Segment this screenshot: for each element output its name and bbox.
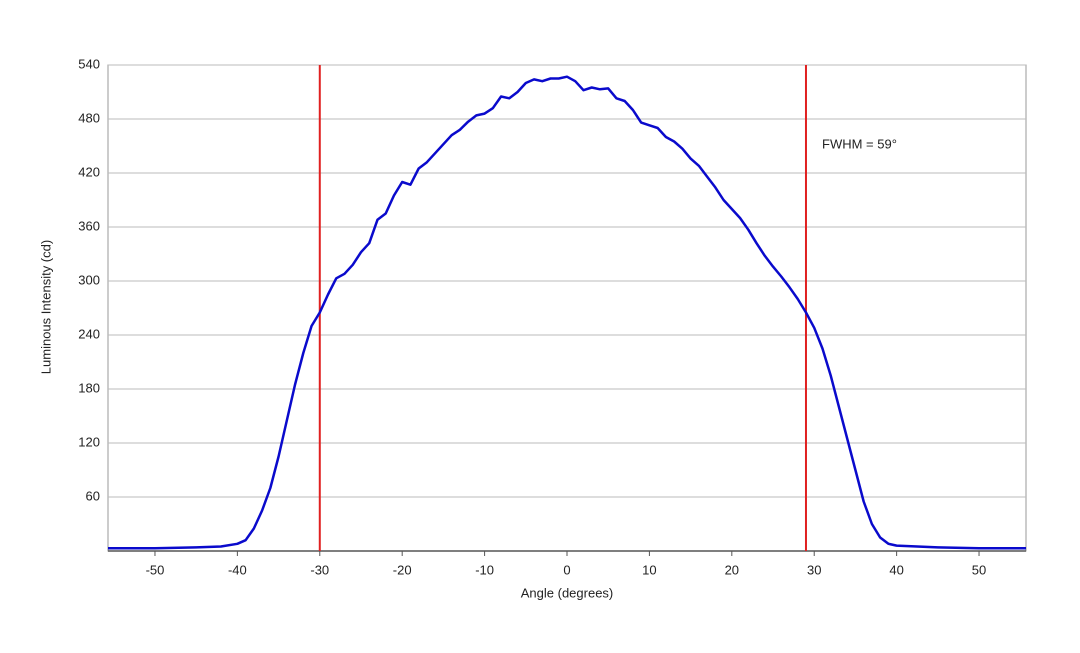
x-tick-label: 40	[889, 562, 903, 577]
x-tick-label: 0	[563, 562, 570, 577]
y-tick-label: 420	[78, 164, 100, 179]
y-tick-label: 60	[86, 488, 100, 503]
y-tick-label: 480	[78, 110, 100, 125]
y-tick-label: 360	[78, 218, 100, 233]
x-tick-label: -30	[310, 562, 329, 577]
x-tick-label: 50	[972, 562, 986, 577]
y-axis-label: Luminous Intensity (cd)	[38, 240, 53, 374]
annotation: FWHM = 59°	[822, 136, 897, 151]
y-tick-label: 120	[78, 434, 100, 449]
x-tick-label: 30	[807, 562, 821, 577]
data-line	[108, 75, 1026, 550]
x-tick-label: 10	[642, 562, 656, 577]
y-tick-label: 240	[78, 326, 100, 341]
y-tick-label: 180	[78, 380, 100, 395]
x-tick-label: -10	[475, 562, 494, 577]
y-tick-label: 300	[78, 272, 100, 287]
x-tick-label: -50	[146, 562, 165, 577]
y-tick-label: 540	[78, 56, 100, 71]
x-tick-label: -20	[393, 562, 412, 577]
x-axis-label: Angle (degrees)	[521, 585, 614, 600]
x-tick-label: -40	[228, 562, 247, 577]
x-tick-label: 20	[725, 562, 739, 577]
